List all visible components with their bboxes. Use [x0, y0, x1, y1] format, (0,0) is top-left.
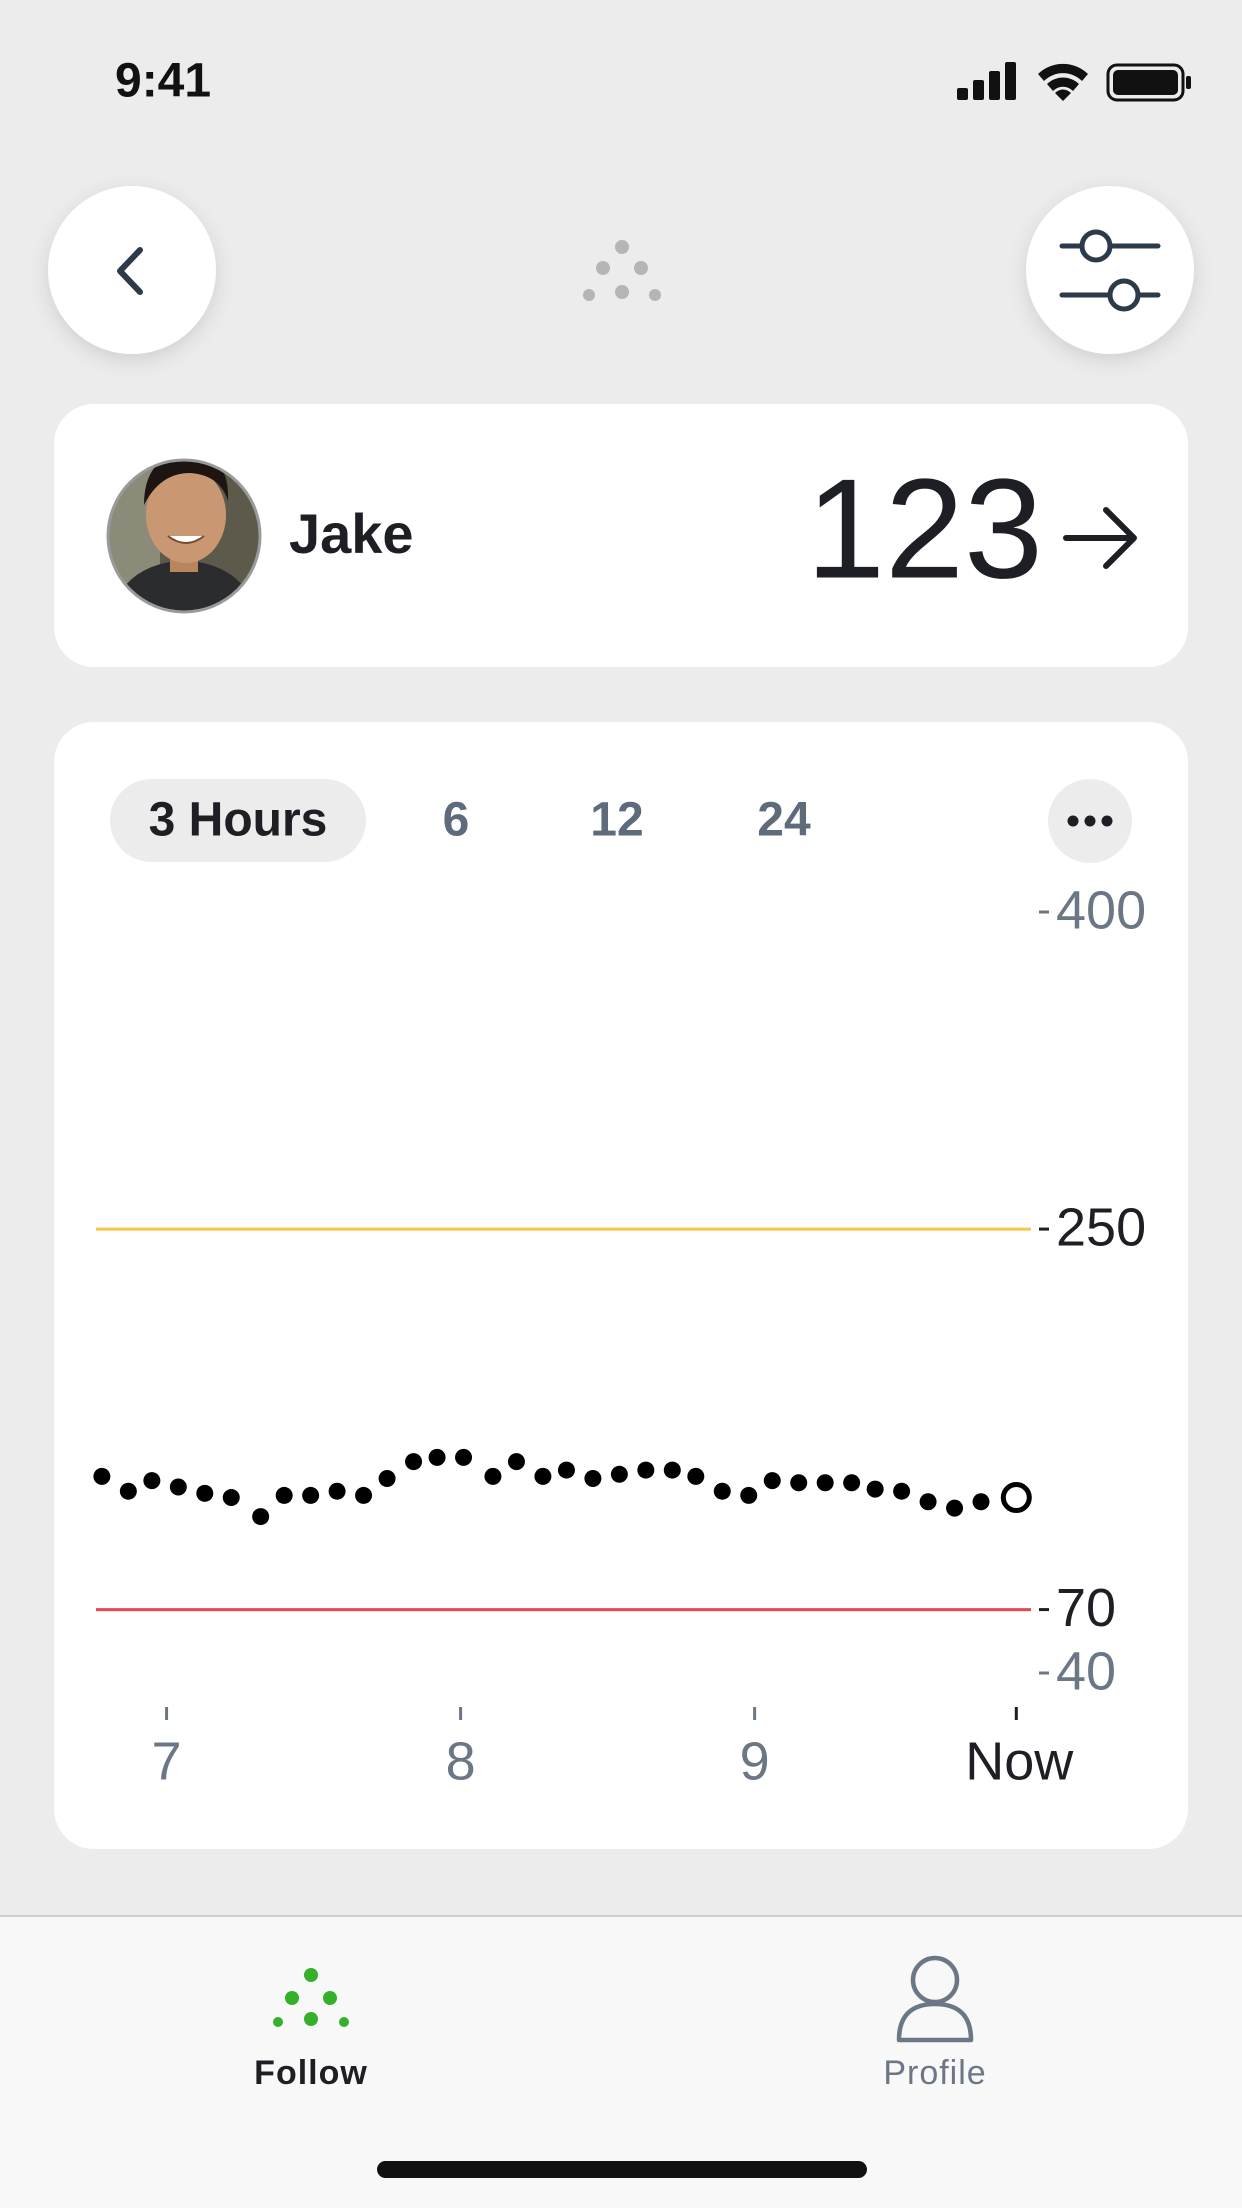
point: [169, 1478, 187, 1496]
point: [946, 1499, 964, 1517]
point: [610, 1465, 628, 1483]
point: [557, 1461, 575, 1479]
point: [893, 1482, 911, 1500]
follow-icon[interactable]: [273, 1968, 349, 2027]
profile-icon[interactable]: [896, 1955, 974, 2043]
y-tick-label: 70: [1056, 1578, 1116, 1638]
point: [355, 1486, 373, 1504]
x-tick-label: 9: [740, 1731, 770, 1791]
point: [328, 1482, 346, 1500]
range-tab[interactable]: 24: [757, 794, 811, 847]
logo: [583, 240, 661, 301]
point: [119, 1482, 137, 1500]
y-tick-label: 40: [1056, 1641, 1116, 1701]
point: [405, 1453, 423, 1471]
point: [663, 1461, 681, 1479]
point: [790, 1474, 808, 1492]
point: [428, 1448, 446, 1466]
range-tab[interactable]: 12: [590, 794, 643, 847]
point: [275, 1486, 293, 1504]
x-tick-label: 7: [152, 1731, 182, 1791]
more-button[interactable]: [1048, 779, 1132, 863]
status-icons: [957, 62, 1191, 102]
profile-card[interactable]: Jake 123: [54, 404, 1188, 667]
point: [252, 1508, 270, 1526]
range-tabs: 3 Hours 6 12 24: [149, 794, 811, 847]
arrow-icon: [1063, 507, 1137, 569]
point: [302, 1486, 320, 1504]
point: [378, 1470, 396, 1488]
point: [93, 1467, 111, 1485]
point: [222, 1489, 240, 1507]
tab-label[interactable]: Profile: [883, 2054, 986, 2092]
point: [143, 1472, 161, 1490]
point: [484, 1467, 502, 1485]
back-button[interactable]: [48, 186, 216, 354]
point: [534, 1467, 552, 1485]
point: [763, 1472, 781, 1490]
point: [866, 1480, 884, 1498]
range-tab[interactable]: 3 Hours: [149, 794, 328, 847]
point: [455, 1448, 473, 1466]
x-tick-label: Now: [965, 1731, 1074, 1791]
tab-bar: [0, 1916, 1242, 2208]
point: [972, 1493, 990, 1511]
x-tick-label: 8: [446, 1731, 476, 1791]
selected-tab-bg: [110, 779, 366, 862]
y-tick-label: 400: [1056, 880, 1146, 940]
point: [919, 1493, 937, 1511]
y-tick-label: 250: [1056, 1197, 1146, 1257]
point: [507, 1453, 525, 1471]
filter-button[interactable]: [1026, 186, 1194, 354]
point: [687, 1467, 705, 1485]
current-point: [1000, 1482, 1032, 1514]
point: [584, 1470, 602, 1488]
tab-label[interactable]: Follow: [254, 2054, 368, 2092]
point: [196, 1484, 214, 1502]
status-time: 9:41: [115, 55, 211, 108]
range-tab[interactable]: 6: [443, 794, 470, 847]
chart-card: [54, 722, 1188, 1849]
profile-name: Jake: [289, 502, 414, 565]
point: [740, 1486, 758, 1504]
point: [713, 1482, 731, 1500]
current-reading: 123: [806, 450, 1043, 609]
point: [637, 1461, 655, 1479]
point: [816, 1474, 834, 1492]
tab-labels: Follow Profile: [254, 2054, 986, 2092]
point: [843, 1474, 861, 1492]
home-indicator: [377, 2161, 867, 2178]
